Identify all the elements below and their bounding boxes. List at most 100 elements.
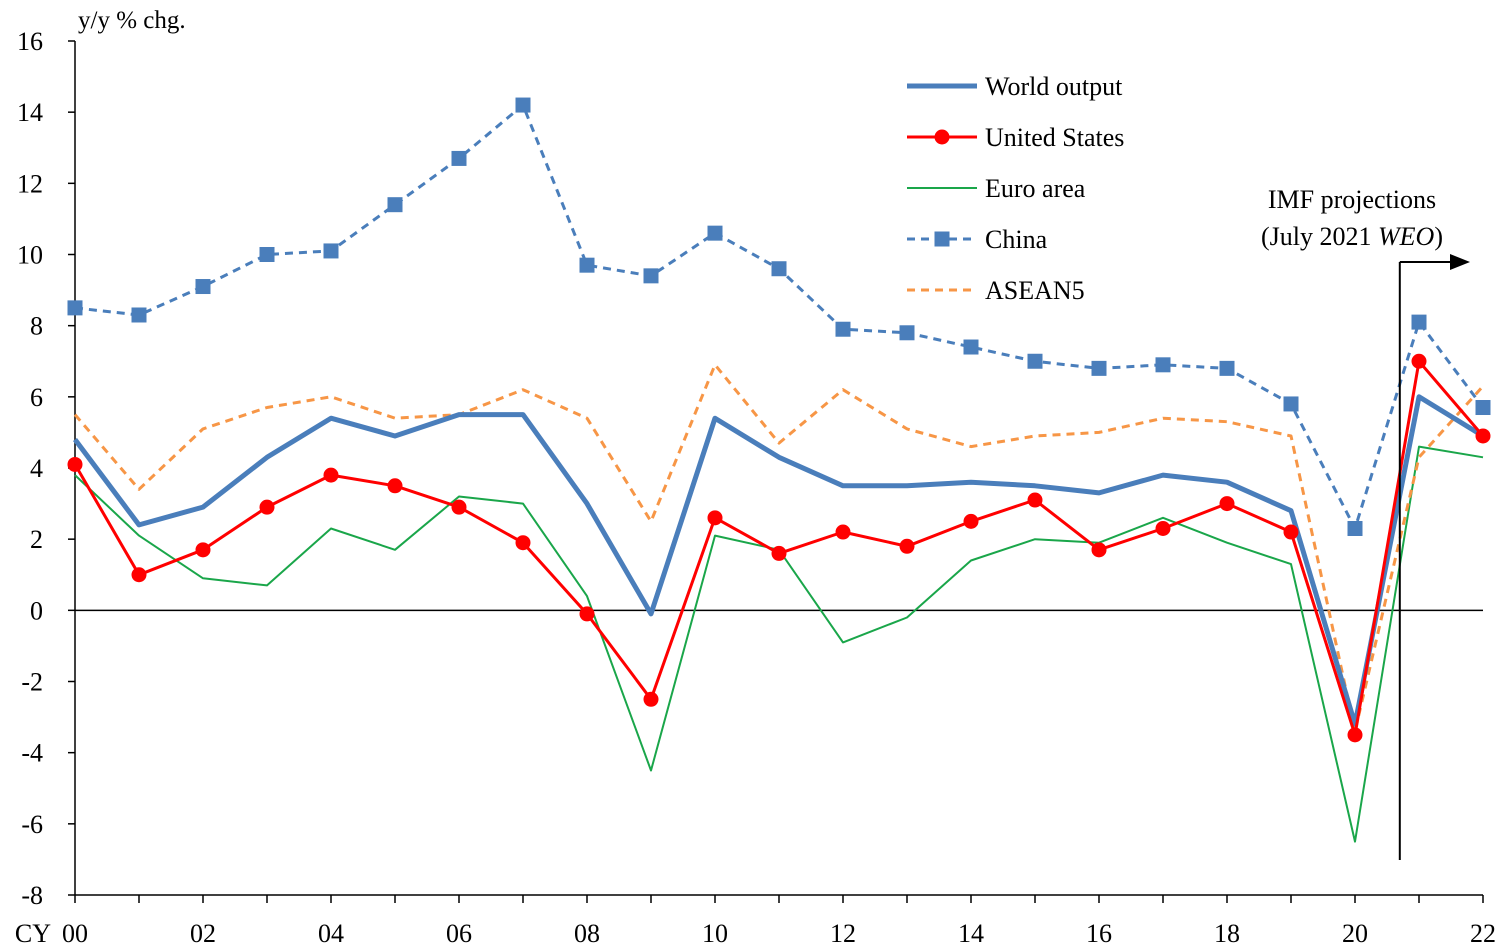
legend-item-asean5: ASEAN5: [907, 276, 1085, 305]
projection-arrow-head: [1450, 254, 1470, 270]
x-tick-label: 02: [190, 919, 216, 948]
data-point-united-states: [387, 478, 403, 494]
projection-annotation: IMF projections (July 2021 WEO): [1261, 185, 1470, 860]
y-tick-label: 2: [30, 525, 43, 554]
y-tick-label: 12: [17, 169, 43, 198]
data-point-china: [515, 97, 531, 113]
series-line-asean5: [73, 363, 1485, 733]
data-point-united-states: [1475, 428, 1491, 444]
annotation-line2-suffix: ): [1434, 222, 1443, 251]
data-point-china: [451, 150, 467, 166]
data-point-united-states: [131, 567, 147, 583]
data-point-united-states: [579, 606, 595, 622]
legend: World output United States Euro area China A…: [907, 72, 1124, 305]
data-point-united-states: [1155, 520, 1171, 536]
data-point-united-states: [259, 499, 275, 515]
annotation-line2: (July 2021 WEO): [1261, 222, 1443, 251]
legend-label: Euro area: [985, 174, 1086, 203]
data-point-china: [643, 268, 659, 284]
legend-item-china: China: [907, 225, 1048, 254]
data-point-united-states: [771, 545, 787, 561]
data-point-united-states: [1283, 524, 1299, 540]
x-axis-prefix: CY: [15, 919, 51, 948]
data-point-china: [1283, 396, 1299, 412]
x-tick-label: 00: [62, 919, 88, 948]
series-line-euro-area: [74, 445, 1484, 843]
y-tick-label: -2: [21, 668, 43, 697]
data-point-china: [67, 300, 83, 316]
data-point-china: [899, 325, 915, 341]
legend-label: China: [985, 225, 1048, 254]
x-tick-label: 10: [702, 919, 728, 948]
y-tick-label: -4: [21, 739, 43, 768]
data-point-china: [1027, 353, 1043, 369]
x-tick-label: 04: [318, 919, 344, 948]
markers-layer: [67, 97, 1491, 743]
x-tick-label: 06: [446, 919, 472, 948]
data-point-united-states: [451, 499, 467, 515]
x-tick-labels: 00 02 04 06 08 10 12 14 16 18 20 22 CY: [15, 919, 1496, 948]
data-point-china: [131, 307, 147, 323]
y-tick-label: 8: [30, 312, 43, 341]
data-point-united-states: [899, 538, 915, 554]
y-tick-label: 0: [30, 596, 43, 625]
y-tick-labels: -8 -6 -4 -2 0 2 4 6 8 10 12 14 16: [17, 27, 43, 910]
x-tick-label: 12: [830, 919, 856, 948]
legend-label: ASEAN5: [985, 276, 1085, 305]
y-tick-label: 4: [30, 454, 43, 483]
y-axis-title: y/y % chg.: [78, 7, 186, 34]
y-tick-label: -8: [21, 881, 43, 910]
annotation-line2-prefix: (July 2021: [1261, 222, 1378, 251]
legend-item-euro-area: Euro area: [907, 174, 1086, 203]
data-point-united-states: [1219, 496, 1235, 512]
legend-item-united-states: United States: [907, 123, 1124, 152]
y-tick-label: 6: [30, 383, 43, 412]
data-point-china: [1411, 314, 1427, 330]
legend-item-world-output: World output: [907, 72, 1123, 101]
data-point-china: [1091, 360, 1107, 376]
legend-label: World output: [985, 72, 1123, 101]
data-point-united-states: [643, 691, 659, 707]
y-tick-label: -6: [21, 810, 43, 839]
data-point-china: [323, 243, 339, 259]
data-point-china: [1475, 400, 1491, 416]
data-point-united-states: [515, 535, 531, 551]
x-tick-label: 22: [1470, 919, 1496, 948]
annotation-line1: IMF projections: [1268, 185, 1436, 214]
data-point-united-states: [1027, 492, 1043, 508]
y-axis-label: y/y % chg.: [78, 7, 186, 34]
data-point-china: [963, 339, 979, 355]
series-line-china: [74, 103, 1485, 530]
y-tick-label: 10: [17, 241, 43, 270]
data-point-united-states: [1091, 542, 1107, 558]
data-point-china: [579, 257, 595, 273]
axes: [68, 40, 1484, 903]
series-line-world-output: [72, 394, 1485, 727]
data-point-china: [1155, 357, 1171, 373]
data-point-united-states: [1411, 353, 1427, 369]
x-tick-label: 08: [574, 919, 600, 948]
data-point-united-states: [67, 456, 83, 472]
data-point-united-states: [323, 467, 339, 483]
legend-marker: [934, 231, 950, 247]
data-point-china: [835, 321, 851, 337]
x-tick-label: 20: [1342, 919, 1368, 948]
data-point-china: [195, 279, 211, 295]
data-point-united-states: [835, 524, 851, 540]
data-point-china: [707, 225, 723, 241]
x-tick-label: 16: [1086, 919, 1112, 948]
legend-marker: [934, 129, 950, 145]
data-point-china: [387, 197, 403, 213]
data-point-united-states: [1347, 727, 1363, 743]
y-tick-label: 16: [17, 27, 43, 56]
series-layer: [72, 103, 1485, 843]
annotation-line2-italic: WEO: [1378, 222, 1435, 251]
data-point-china: [259, 247, 275, 262]
x-tick-label: 18: [1214, 919, 1240, 948]
data-point-china: [771, 261, 787, 277]
y-tick-label: 14: [17, 98, 43, 127]
x-tick-label: 14: [958, 919, 984, 948]
data-point-china: [1219, 360, 1235, 376]
data-point-china: [1347, 520, 1363, 536]
